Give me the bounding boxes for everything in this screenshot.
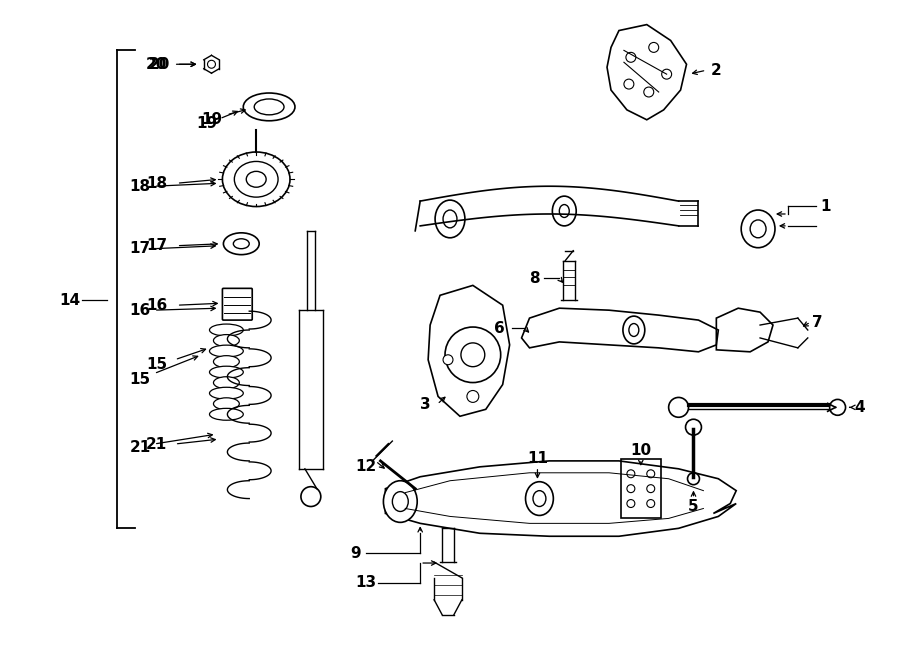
Ellipse shape	[750, 220, 766, 238]
Ellipse shape	[243, 93, 295, 121]
Text: 19: 19	[196, 116, 217, 132]
Text: 6: 6	[494, 321, 505, 336]
Ellipse shape	[234, 161, 278, 197]
Circle shape	[461, 343, 485, 367]
Text: 1: 1	[821, 198, 831, 214]
Circle shape	[627, 485, 634, 492]
Text: 14: 14	[59, 293, 81, 308]
Text: 8: 8	[529, 271, 540, 286]
Ellipse shape	[383, 481, 418, 522]
Ellipse shape	[392, 492, 409, 512]
Circle shape	[649, 42, 659, 52]
Ellipse shape	[213, 356, 239, 368]
Ellipse shape	[210, 387, 243, 399]
Text: 2: 2	[711, 63, 722, 78]
Circle shape	[686, 419, 701, 435]
Ellipse shape	[623, 316, 644, 344]
Ellipse shape	[210, 324, 243, 336]
Text: 4: 4	[854, 400, 865, 415]
Ellipse shape	[443, 210, 457, 228]
Ellipse shape	[213, 334, 239, 346]
Text: 18: 18	[130, 178, 150, 194]
Ellipse shape	[247, 171, 266, 187]
Ellipse shape	[559, 204, 570, 217]
Ellipse shape	[435, 200, 465, 238]
Ellipse shape	[210, 408, 243, 420]
Text: 9: 9	[350, 545, 361, 561]
Text: 5: 5	[688, 499, 698, 514]
Text: 18: 18	[147, 176, 167, 191]
Text: 19: 19	[201, 112, 222, 128]
Ellipse shape	[533, 490, 546, 506]
Circle shape	[445, 327, 500, 383]
Ellipse shape	[223, 233, 259, 254]
Text: 11: 11	[527, 451, 548, 467]
Text: 15: 15	[130, 372, 150, 387]
Circle shape	[688, 473, 699, 485]
Text: 17: 17	[130, 241, 150, 256]
Text: 7: 7	[813, 315, 823, 330]
Circle shape	[627, 470, 634, 478]
Circle shape	[467, 391, 479, 403]
Ellipse shape	[526, 482, 554, 516]
Circle shape	[208, 60, 215, 68]
Text: 21: 21	[130, 440, 150, 455]
Circle shape	[644, 87, 653, 97]
Text: 16: 16	[130, 303, 150, 318]
Text: 21: 21	[146, 436, 167, 451]
Text: 16: 16	[146, 297, 167, 313]
Text: 17: 17	[147, 238, 167, 253]
Ellipse shape	[222, 152, 290, 206]
Ellipse shape	[742, 210, 775, 248]
Circle shape	[647, 500, 654, 508]
Circle shape	[669, 397, 689, 417]
Ellipse shape	[233, 239, 249, 249]
Circle shape	[647, 470, 654, 478]
Ellipse shape	[213, 398, 239, 410]
Circle shape	[624, 79, 634, 89]
Circle shape	[627, 500, 634, 508]
Ellipse shape	[629, 323, 639, 336]
Ellipse shape	[213, 377, 239, 389]
Circle shape	[301, 486, 320, 506]
Ellipse shape	[210, 345, 243, 357]
Text: 13: 13	[355, 575, 376, 590]
Circle shape	[647, 485, 654, 492]
Circle shape	[626, 52, 635, 62]
Text: 20: 20	[149, 57, 170, 72]
Circle shape	[830, 399, 845, 415]
Text: 15: 15	[147, 357, 167, 372]
Text: 12: 12	[355, 459, 376, 475]
Circle shape	[443, 355, 453, 365]
Ellipse shape	[254, 99, 284, 115]
Ellipse shape	[553, 196, 576, 226]
Circle shape	[662, 69, 671, 79]
Text: 10: 10	[630, 444, 652, 459]
Ellipse shape	[210, 366, 243, 378]
Text: 3: 3	[419, 397, 430, 412]
FancyBboxPatch shape	[222, 288, 252, 320]
Text: 20: 20	[146, 57, 167, 72]
